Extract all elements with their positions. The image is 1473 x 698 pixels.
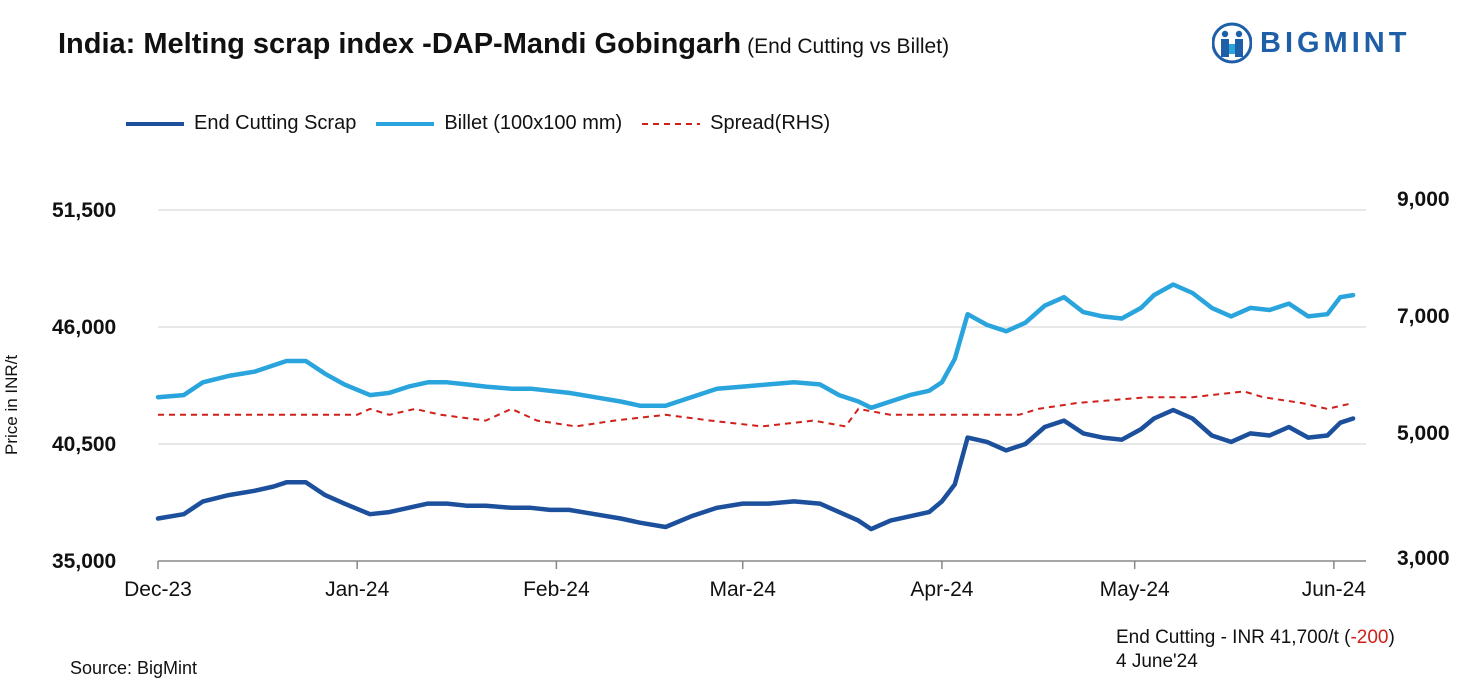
chart-subtitle: (End Cutting vs Billet)	[747, 35, 950, 58]
price-note-date: 4 June'24	[1116, 651, 1198, 672]
price-note: End Cutting - INR 41,700/t (-200) 4 June…	[1116, 626, 1395, 674]
gridlines	[158, 209, 1366, 562]
legend-item-billet: Billet (100x100 mm)	[376, 112, 622, 135]
legend-swatch-billet	[376, 121, 435, 126]
y-tick-right-label: 7,000	[1397, 305, 1450, 328]
series-lines	[155, 282, 1356, 532]
x-tick-label: May-24	[1100, 578, 1170, 601]
x-tick-label: Jun-24	[1302, 578, 1367, 601]
series-line-end-cutting-scrap	[155, 407, 1356, 532]
legend-label-scrap: End Cutting Scrap	[194, 112, 357, 134]
y-ticks-left: 35,000 40,500 46,000 51,500	[52, 199, 116, 573]
legend-item-spread: Spread(RHS)	[642, 112, 830, 135]
chart-title: India: Melting scrap index -DAP-Mandi Go…	[58, 28, 949, 61]
y-tick-left-label: 46,000	[52, 316, 116, 339]
line-chart: 35,000 40,500 46,000 51,500 3,000 5,000 7,000…	[52, 188, 1450, 601]
y-ticks-right: 3,000 5,000 7,000 9,000	[1397, 188, 1450, 570]
price-note-suffix: )	[1388, 627, 1395, 648]
chart-legend: End Cutting Scrap Billet (100x100 mm) Sp…	[126, 112, 850, 135]
price-note-prefix: End Cutting - INR 41,700/t (	[1116, 627, 1351, 648]
y-tick-left-label: 35,000	[52, 550, 116, 573]
y-tick-right-label: 3,000	[1397, 547, 1450, 570]
x-tick-label: Jan-24	[325, 578, 390, 601]
bigmint-logo: BIGMINT	[1212, 22, 1410, 64]
legend-swatch-spread	[642, 122, 701, 125]
series-line-spread	[158, 390, 1354, 428]
legend-label-billet: Billet (100x100 mm)	[444, 112, 623, 134]
logo-text: BIGMINT	[1260, 26, 1411, 59]
people-logo-icon	[1212, 22, 1252, 64]
x-tick-label: Feb-24	[523, 578, 590, 601]
y-tick-left-label: 40,500	[52, 433, 116, 456]
x-tick-label: Apr-24	[910, 578, 973, 601]
price-change: -200	[1350, 627, 1389, 648]
chart-title-text: India: Melting scrap index -DAP-Mandi Go…	[58, 28, 742, 60]
legend-item-scrap: End Cutting Scrap	[126, 112, 356, 135]
y-tick-left-label: 51,500	[52, 199, 116, 222]
price-note-line1: End Cutting - INR 41,700/t (-200)	[1116, 626, 1395, 650]
legend-swatch-scrap	[126, 121, 184, 126]
x-tick-label: Dec-23	[124, 578, 192, 601]
y-tick-right-label: 9,000	[1397, 188, 1450, 211]
y-tick-right-label: 5,000	[1397, 422, 1450, 445]
legend-label-spread: Spread(RHS)	[710, 112, 831, 134]
series-line-billet	[155, 282, 1356, 411]
source-text: Source: BigMint	[70, 658, 198, 678]
x-ticks: Dec-23 Jan-24 Feb-24 Mar-24 Apr-24 May-24 Jun-…	[124, 561, 1366, 601]
x-tick-label: Mar-24	[709, 578, 776, 601]
